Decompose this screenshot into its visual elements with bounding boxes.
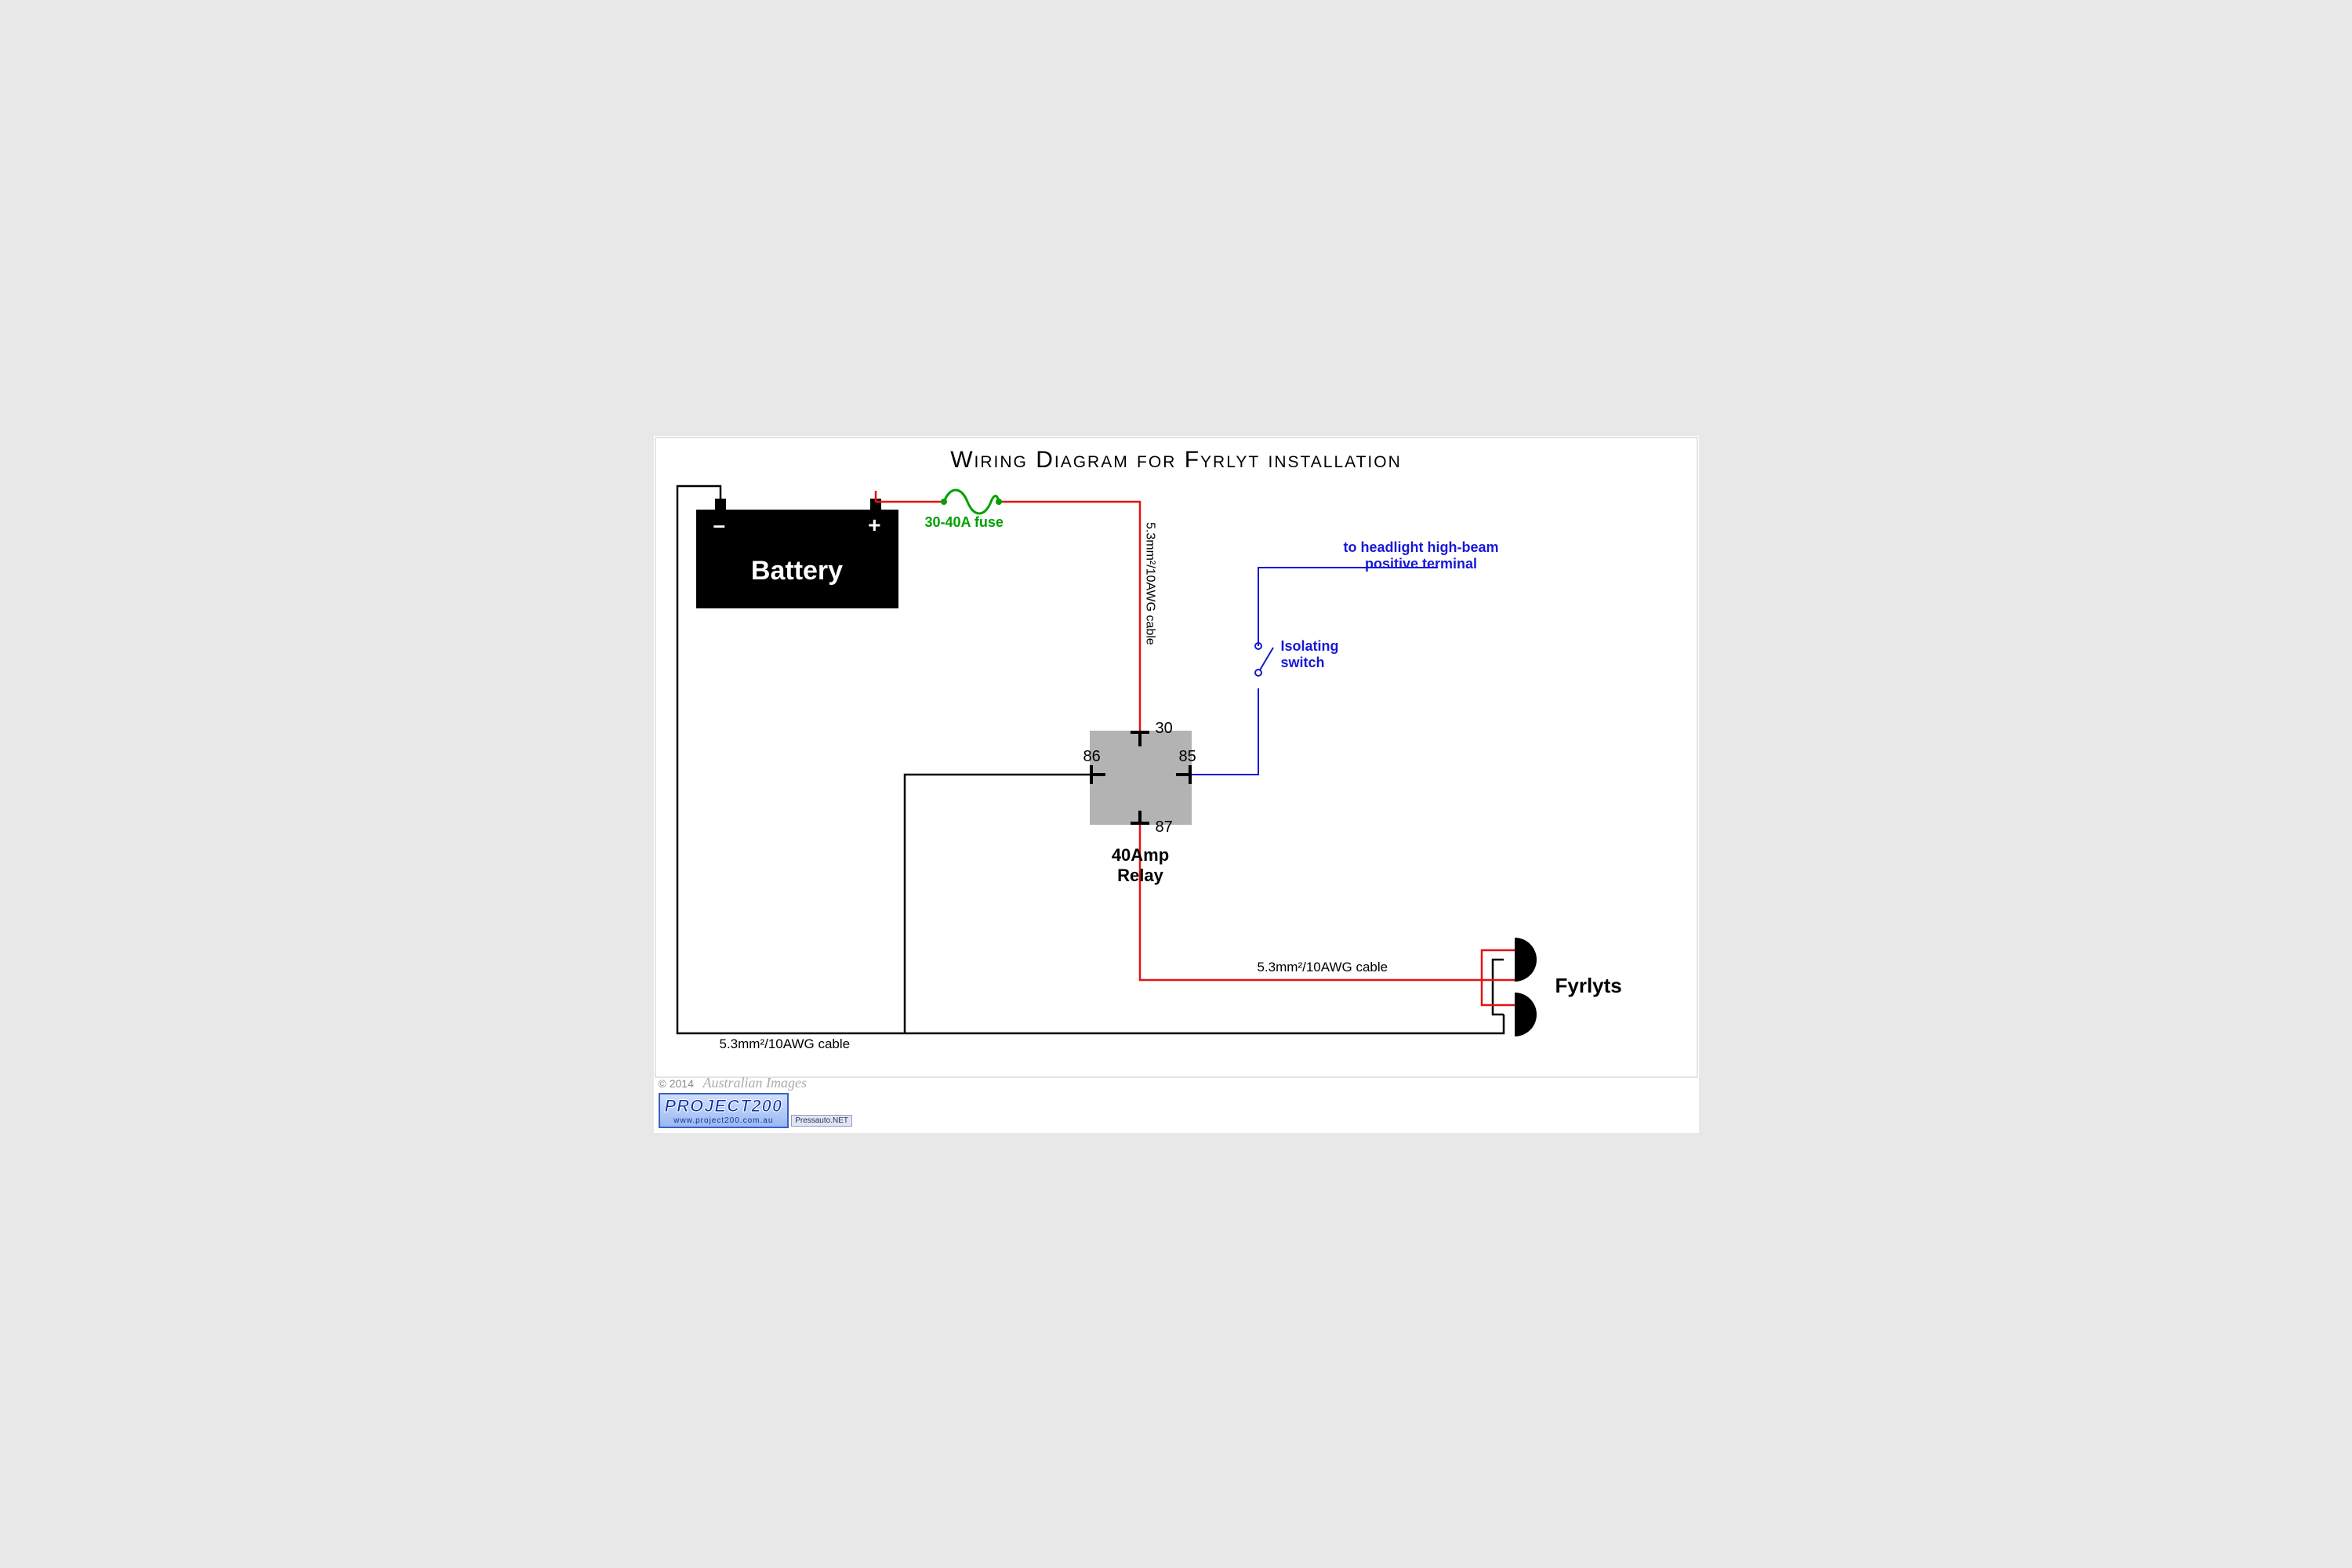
footer-block: © 2014 Australian Images PROJECT200 www.…	[659, 1075, 853, 1128]
wiring-svg	[654, 436, 1699, 1133]
cable-bottom-label: 5.3mm²/10AWG cable	[720, 1036, 851, 1052]
fuse-label: 30-40A fuse	[925, 514, 1004, 531]
lights-label: Fyrlyts	[1555, 974, 1622, 998]
pressauto-text: Pressauto.NET	[791, 1115, 852, 1127]
relay-caption: 40Amp Relay	[1088, 845, 1193, 886]
relay-pin87-label: 87	[1156, 818, 1173, 837]
watermark-text: Australian Images	[703, 1075, 808, 1091]
relay-pin85-label: 85	[1179, 748, 1196, 766]
relay-pin86-label: 86	[1083, 748, 1101, 766]
copyright-text: © 2014	[659, 1077, 694, 1090]
headlight-label: to headlight high-beam positive terminal	[1344, 539, 1499, 572]
switch-label: Isolating switch	[1281, 638, 1339, 671]
diagram-canvas: Wiring Diagram for Fyrlyt installation –…	[654, 436, 1699, 1133]
logo-text: PROJECT200	[665, 1096, 783, 1116]
cable-right-label: 5.3mm²/10AWG cable	[1258, 960, 1388, 975]
cable-vertical-label: 5.3mm²/10AWG cable	[1143, 522, 1157, 645]
relay-pin30-label: 30	[1156, 720, 1173, 738]
logo-url: www.project200.com.au	[665, 1116, 783, 1125]
